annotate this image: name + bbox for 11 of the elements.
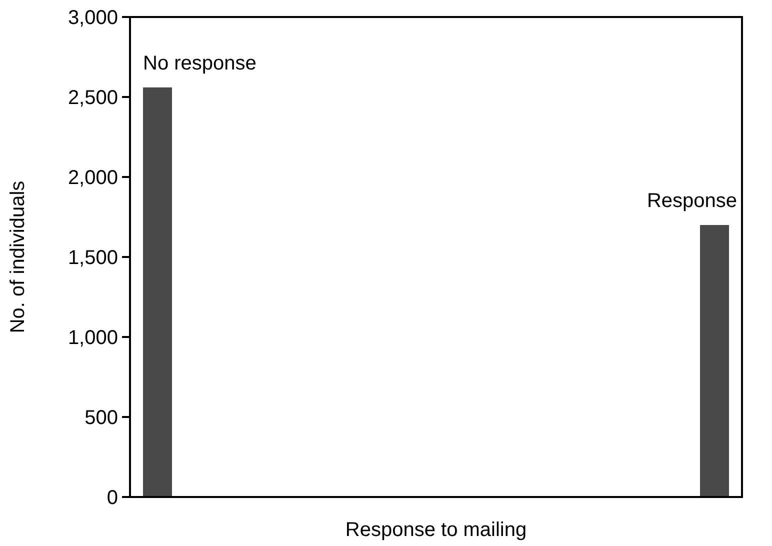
y-tick-label: 2,000: [68, 167, 118, 189]
y-tick-label: 500: [84, 407, 118, 429]
annotation: Response: [646, 190, 737, 212]
y-axis-title: No. of individuals: [7, 180, 29, 334]
y-tick-label: 1,000: [68, 327, 118, 349]
y-tick-label: 0: [106, 487, 118, 509]
y-tick-label: 3,000: [68, 7, 118, 29]
annotation: No response: [143, 52, 256, 74]
x-axis-title: Response to mailing: [345, 519, 527, 541]
y-tick-label: 1,500: [68, 247, 118, 269]
y-tick-label: 2,500: [68, 87, 118, 109]
